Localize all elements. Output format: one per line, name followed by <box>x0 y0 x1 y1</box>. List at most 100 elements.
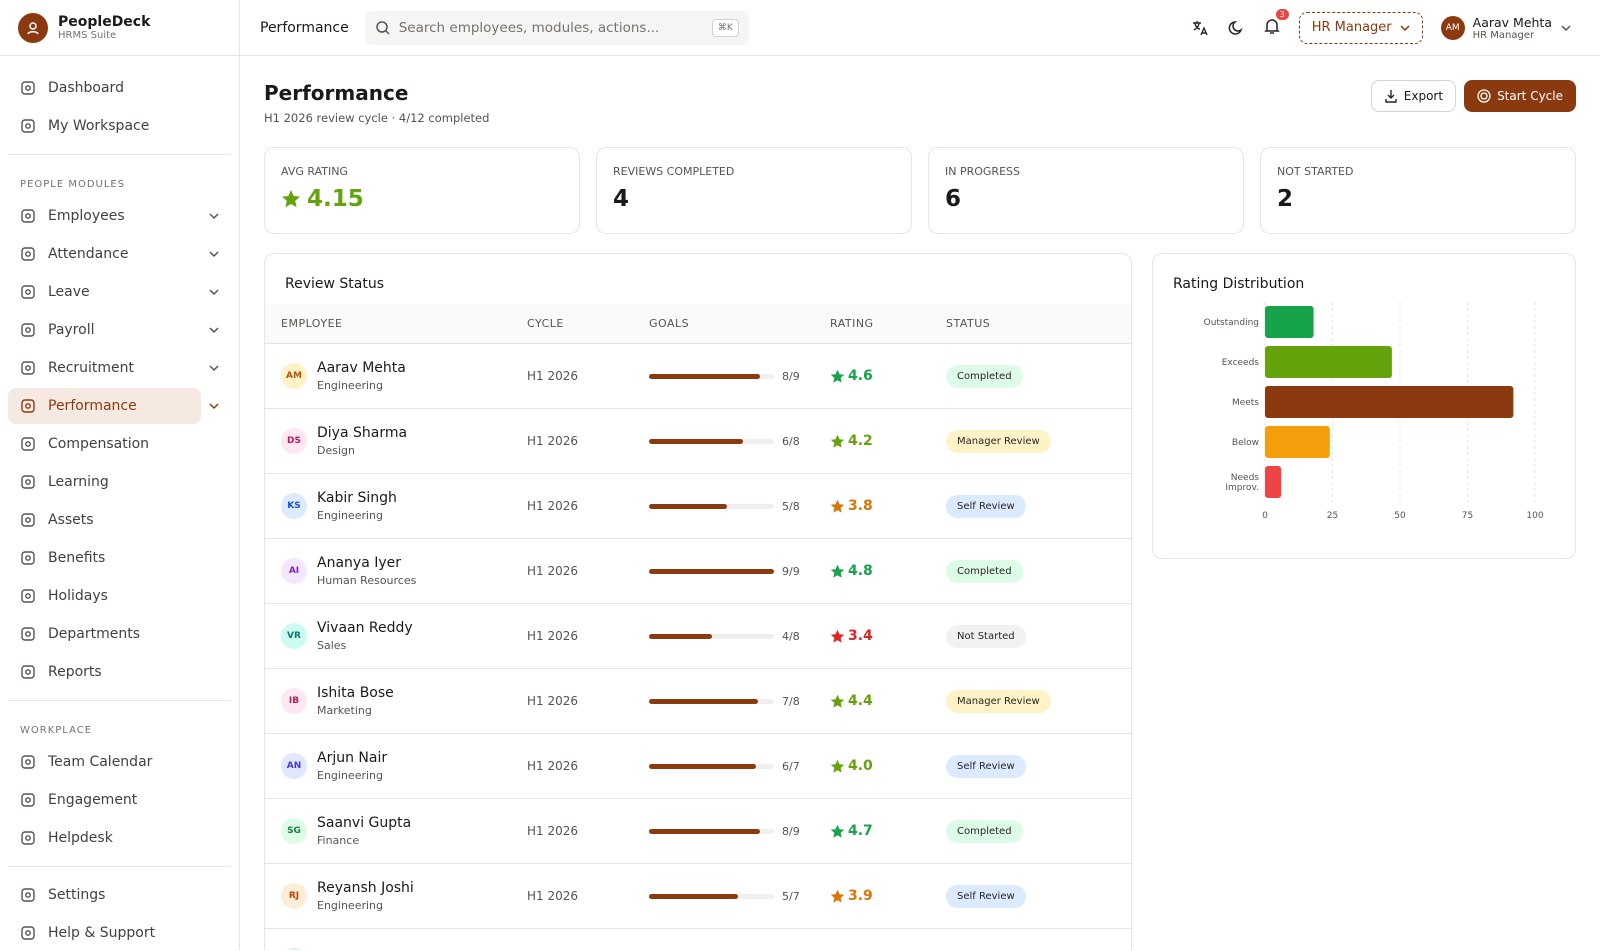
nav-item[interactable]: Engagement <box>8 782 232 818</box>
nav-item[interactable]: Departments <box>8 616 232 652</box>
table-row[interactable]: KS Kabir Singh Engineering H1 2026 5/8 3.8 Sel… <box>265 474 1131 539</box>
goals: 8/9 <box>649 370 830 383</box>
button-label: Export <box>1403 89 1444 103</box>
status-badge: Manager Review <box>946 429 1051 453</box>
avatar: RJ <box>281 883 307 909</box>
employee-name: Arjun Nair <box>317 750 388 766</box>
nav-item[interactable]: Team Calendar <box>8 744 232 780</box>
section-title: PEOPLE MODULES <box>20 179 126 190</box>
goals-label: 8/9 <box>782 824 800 838</box>
nav-item[interactable]: Payroll <box>8 312 232 348</box>
goals-label: 7/8 <box>782 694 800 708</box>
brand-name: PeopleDeck <box>58 14 151 30</box>
review-table: Review Status EMPLOYEE CYCLE GOALS RATING ST… <box>264 253 1132 950</box>
employee-cell: AM Aarav Mehta Engineering <box>281 360 527 392</box>
table-row[interactable]: Myra Khanna <box>265 929 1131 950</box>
nav-item[interactable]: Recruitment <box>8 350 232 386</box>
nav-item[interactable]: Settings <box>8 877 232 913</box>
cycle: H1 2026 <box>527 889 579 903</box>
nav-item[interactable]: Holidays <box>8 578 232 614</box>
nav-item[interactable]: My Workspace <box>8 108 232 144</box>
employee-cell: VR Vivaan Reddy Sales <box>281 620 527 652</box>
brand: PeopleDeck HRMS Suite <box>0 0 239 56</box>
goals-bar <box>649 568 774 574</box>
goals: 4/8 <box>649 630 830 643</box>
employee-cell: Myra Khanna <box>281 948 527 950</box>
role: HR Manager <box>1311 20 1392 35</box>
rating: 4.2 <box>830 433 946 449</box>
employee-department: Engineering <box>317 769 383 782</box>
table-row[interactable]: AM Aarav Mehta Engineering H1 2026 8/9 4.6 Com… <box>265 344 1131 409</box>
avatar: AM <box>281 363 307 389</box>
rating: 4.0 <box>830 758 946 774</box>
nav-label: Employees <box>48 208 125 224</box>
goals-bar <box>649 828 761 834</box>
table-row[interactable]: DS Diya Sharma Design H1 2026 6/8 4.2 Manager … <box>265 409 1131 474</box>
nav-item[interactable]: Leave <box>8 274 232 310</box>
nav-item[interactable]: Benefits <box>8 540 232 576</box>
stat-label: AVG RATING <box>281 165 348 178</box>
column-header: RATING <box>830 317 874 330</box>
nav-label: My Workspace <box>48 118 150 134</box>
nav-item[interactable]: Helpdesk <box>8 820 232 856</box>
button-label: Start Cycle <box>1497 89 1563 103</box>
goals-track <box>649 893 774 899</box>
cycle: H1 2026 <box>527 629 579 643</box>
nav-label: Team Calendar <box>48 754 153 770</box>
table-row[interactable]: SG Saanvi Gupta Finance H1 2026 8/9 4.7 Comple… <box>265 799 1131 864</box>
user-name: Aarav Mehta <box>1472 14 1552 30</box>
avatar: IB <box>281 688 307 714</box>
main: Performance H1 2026 review cycle · 4/12 … <box>240 57 1600 950</box>
nav-item[interactable]: Reports <box>8 654 232 690</box>
goals: 9/9 <box>649 565 830 578</box>
status-badge: Self Review <box>946 494 1026 518</box>
employee-info: Ishita Bose Marketing <box>317 685 394 717</box>
goals-bar <box>649 893 739 899</box>
page-name: Performance <box>260 19 349 36</box>
user-menu[interactable]: AM Aarav Mehta HR Manager <box>1440 14 1572 41</box>
stat-value: 2 <box>1277 186 1559 212</box>
start-cycle-button[interactable]: Start Cycle <box>1464 80 1576 112</box>
employee-department: Marketing <box>317 704 372 717</box>
nav-item[interactable]: Compensation <box>8 426 232 462</box>
nav-item[interactable]: Learning <box>8 464 232 500</box>
cycle: H1 2026 <box>527 369 579 383</box>
stat-number: 4 <box>613 186 630 212</box>
rating: 3.8 <box>830 498 946 514</box>
table-row[interactable]: RJ Reyansh Joshi Engineering H1 2026 5/7 3.9 S… <box>265 864 1131 929</box>
table-row[interactable]: IB Ishita Bose Marketing H1 2026 7/8 4.4 Manag… <box>265 669 1131 734</box>
export-button[interactable]: Export <box>1370 80 1457 112</box>
stat-card: IN PROGRESS 6 <box>928 147 1244 234</box>
nav-item[interactable]: Help & Support <box>8 915 232 951</box>
translate-icon[interactable] <box>1191 19 1209 37</box>
goals: 7/8 <box>649 695 830 708</box>
nav-label: Help & Support <box>48 925 156 941</box>
rating: 4.8 <box>830 563 946 579</box>
table-row[interactable]: VR Vivaan Reddy Sales H1 2026 4/8 3.4 Not Star… <box>265 604 1131 669</box>
actions: Export Start Cycle <box>1370 80 1576 112</box>
stat-card: REVIEWS COMPLETED 4 <box>596 147 912 234</box>
search[interactable]: Search employees, modules, actions... ⌘K <box>364 10 749 45</box>
nav-item[interactable]: Employees <box>8 198 232 234</box>
employee-info: Vivaan Reddy Sales <box>317 620 413 652</box>
nav-item[interactable]: Performance <box>8 388 219 424</box>
employee-name: Ananya Iyer <box>317 555 401 571</box>
table-row[interactable]: AN Arjun Nair Engineering H1 2026 6/7 4.0 Self… <box>265 734 1131 799</box>
employee-department: Engineering <box>317 509 383 522</box>
table-row[interactable]: AI Ananya Iyer Human Resources H1 2026 9/9 4.… <box>265 539 1131 604</box>
chart-card: Rating Distribution 0 25 50 75 100 Outstandin… <box>1152 253 1576 559</box>
nav-label: Benefits <box>48 550 106 566</box>
nav-label: Compensation <box>48 436 150 452</box>
nav-item[interactable]: Attendance <box>8 236 232 272</box>
employee-cell: AN Arjun Nair Engineering <box>281 750 527 782</box>
status-cell: Manager Review <box>946 689 1131 713</box>
role-switcher[interactable]: HR Manager <box>1298 11 1423 44</box>
status-cell: Self Review <box>946 754 1131 778</box>
nav-item[interactable]: Dashboard <box>8 70 232 106</box>
goals-label: 8/9 <box>782 369 800 383</box>
nav-item[interactable]: Assets <box>8 502 232 538</box>
notifications[interactable]: 3 <box>1263 8 1289 39</box>
rating: 3.4 <box>830 628 946 644</box>
logo <box>18 12 48 43</box>
theme-icon[interactable] <box>1227 19 1245 37</box>
